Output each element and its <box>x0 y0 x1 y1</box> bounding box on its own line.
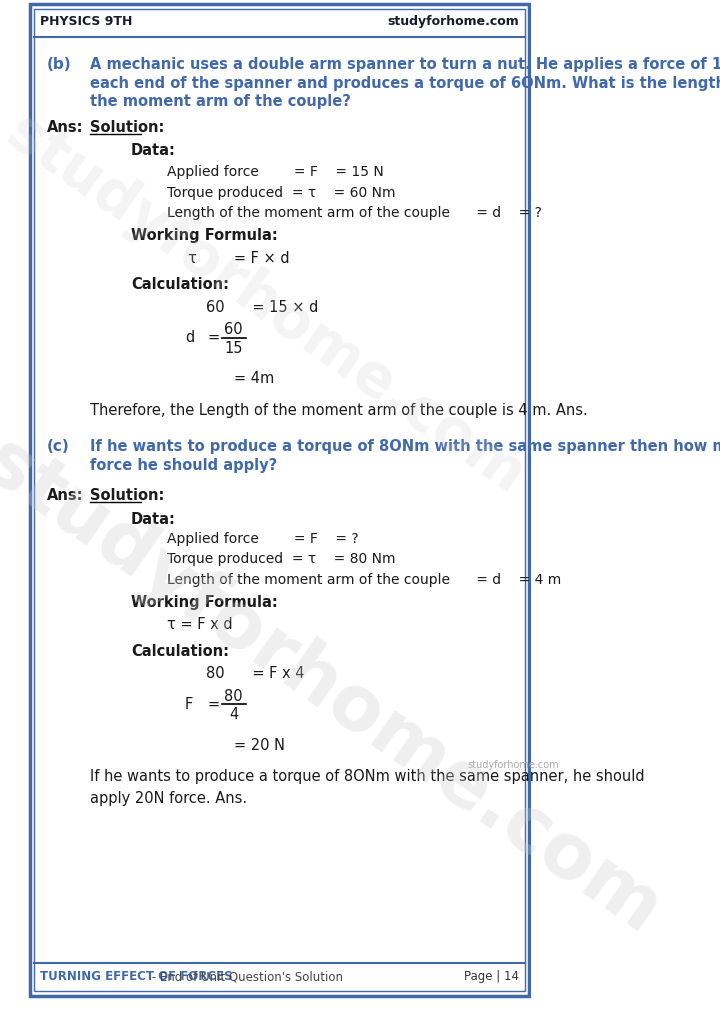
Text: 15: 15 <box>225 341 243 356</box>
Text: 4: 4 <box>229 708 238 723</box>
Text: τ = F x d: τ = F x d <box>167 617 233 632</box>
Text: Data:: Data: <box>131 512 176 527</box>
Text: 60: 60 <box>225 323 243 337</box>
Text: F: F <box>185 696 193 712</box>
Text: Calculation:: Calculation: <box>131 643 229 659</box>
Text: Therefore, the Length of the moment arm of the couple is 4 m. Ans.: Therefore, the Length of the moment arm … <box>90 403 588 417</box>
Text: 80      = F x 4: 80 = F x 4 <box>206 666 305 681</box>
Text: Length of the moment arm of the couple      = d    = 4 m: Length of the moment arm of the couple =… <box>167 573 562 586</box>
Text: =: = <box>208 330 220 345</box>
Text: force he should apply?: force he should apply? <box>90 458 277 473</box>
Text: =: = <box>208 696 220 712</box>
Text: 60      = 15 × d: 60 = 15 × d <box>206 299 318 315</box>
Text: (b): (b) <box>47 57 71 72</box>
Text: τ        = F × d: τ = F × d <box>188 250 290 266</box>
Text: Length of the moment arm of the couple      = d    = ?: Length of the moment arm of the couple =… <box>167 207 542 220</box>
Text: Calculation:: Calculation: <box>131 277 229 292</box>
Text: the moment arm of the couple?: the moment arm of the couple? <box>90 95 351 109</box>
Text: studyforhome.com: studyforhome.com <box>387 15 519 29</box>
Text: studyforhome.com: studyforhome.com <box>0 104 535 505</box>
Text: d: d <box>185 330 194 345</box>
Text: = 4m: = 4m <box>234 372 274 387</box>
Text: Solution:: Solution: <box>90 489 165 503</box>
Text: Ans:: Ans: <box>47 120 84 134</box>
Text: each end of the spanner and produces a torque of 6ONm. What is the length of: each end of the spanner and produces a t… <box>90 75 720 91</box>
Text: Working Formula:: Working Formula: <box>131 228 278 243</box>
Text: PHYSICS 9TH: PHYSICS 9TH <box>40 15 132 29</box>
Text: 80: 80 <box>225 689 243 703</box>
Text: If he wants to produce a torque of 8ONm with the same spanner, he should: If he wants to produce a torque of 8ONm … <box>90 770 645 784</box>
Text: Torque produced  = τ    = 80 Nm: Torque produced = τ = 80 Nm <box>167 552 396 566</box>
Text: - End of Unit Question's Solution: - End of Unit Question's Solution <box>148 970 343 983</box>
Text: Data:: Data: <box>131 144 176 159</box>
Text: (c): (c) <box>47 439 70 454</box>
Text: If he wants to produce a torque of 8ONm with the same spanner then how much: If he wants to produce a torque of 8ONm … <box>90 439 720 454</box>
Text: A mechanic uses a double arm spanner to turn a nut. He applies a force of 15N at: A mechanic uses a double arm spanner to … <box>90 57 720 72</box>
Text: Applied force        = F    = 15 N: Applied force = F = 15 N <box>167 165 384 179</box>
Text: = 20 N: = 20 N <box>234 738 285 753</box>
Text: studyforhome.com: studyforhome.com <box>467 759 559 770</box>
Text: Working Formula:: Working Formula: <box>131 596 278 611</box>
Text: Applied force        = F    = ?: Applied force = F = ? <box>167 531 359 546</box>
Text: studyforhome.com: studyforhome.com <box>0 426 674 951</box>
Text: Torque produced  = τ    = 60 Nm: Torque produced = τ = 60 Nm <box>167 185 396 200</box>
Text: apply 20N force. Ans.: apply 20N force. Ans. <box>90 791 248 806</box>
Text: Ans:: Ans: <box>47 489 84 503</box>
Text: Page | 14: Page | 14 <box>464 970 519 983</box>
Text: Solution:: Solution: <box>90 120 165 134</box>
Text: TURNING EFFECT OF FORCES: TURNING EFFECT OF FORCES <box>40 970 233 983</box>
